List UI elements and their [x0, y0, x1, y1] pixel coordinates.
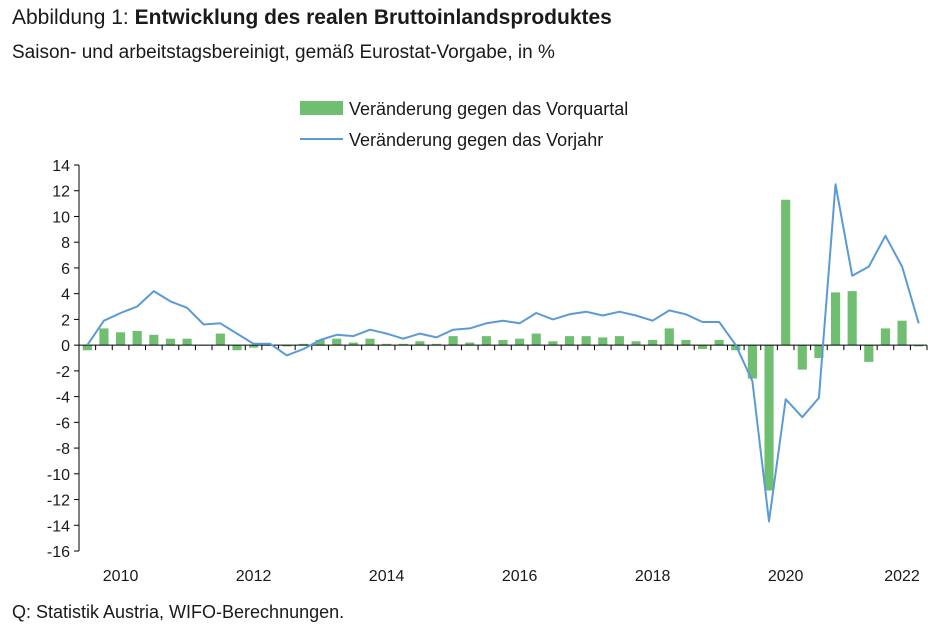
bar-quarterly	[132, 330, 142, 346]
bar-quarterly	[232, 345, 242, 351]
x-axis: 2010 2012 2014 2016 2018 2020 2022	[78, 344, 928, 585]
bar-quarterly	[731, 345, 741, 351]
bar-quarterly	[315, 339, 325, 346]
bar-quarterly	[631, 341, 641, 346]
bar-quarterly	[830, 292, 841, 346]
y-tick-label: -4	[56, 390, 70, 407]
bar-quarterly	[431, 343, 442, 346]
x-tick-label: 2020	[768, 568, 804, 585]
bar-quarterly	[914, 345, 924, 347]
bar-quarterly	[415, 341, 425, 346]
chart-title: Abbildung 1: Entwicklung des realen Brut…	[12, 6, 612, 30]
y-tick-label: -12	[47, 493, 70, 510]
bar-quarterly	[332, 338, 342, 346]
bar-quarterly	[847, 291, 857, 346]
x-tick-label: 2022	[884, 568, 920, 585]
bar-quarterly	[797, 345, 807, 370]
title-main: Entwicklung des realen Bruttoinlandsprod…	[134, 6, 612, 29]
bar-quarterly	[764, 345, 774, 491]
bar-quarterly	[864, 345, 874, 362]
bar-quarterly	[398, 343, 408, 346]
bar-quarterly	[215, 333, 225, 346]
bar-quarterly	[531, 333, 541, 346]
bar-quarterly	[548, 341, 558, 346]
bar-quarterly	[564, 336, 575, 346]
y-tick-label: -10	[47, 467, 70, 484]
bar-quarterly	[165, 338, 176, 346]
bar-quarterly	[747, 345, 757, 379]
bar-quarterly	[115, 332, 126, 346]
y-tick-label: 10	[52, 209, 70, 226]
legend: Veränderung gegen das Vorquartal Verände…	[300, 99, 628, 150]
bar-quarterly	[814, 345, 824, 358]
bar-quarterly	[598, 337, 608, 346]
bar-quarterly	[298, 343, 309, 346]
bar-quarterly	[481, 336, 491, 346]
bar-quarterly	[897, 320, 907, 346]
x-tick-label: 2014	[369, 568, 405, 585]
bar-quarterly	[249, 345, 259, 348]
y-tick-label: -6	[56, 415, 70, 432]
bar-quarterly	[880, 328, 891, 346]
x-tick-label: 2016	[502, 568, 538, 585]
chart-subtitle: Saison- und arbeitstagsbereinigt, gemäß …	[12, 42, 555, 63]
y-tick-label: 0	[61, 338, 70, 355]
y-tick-label: 2	[61, 312, 70, 329]
bar-quarterly	[149, 334, 159, 346]
title-prefix: Abbildung 1:	[12, 6, 135, 29]
line-yearly	[86, 183, 920, 523]
source-note: Q: Statistik Austria, WIFO-Berechnungen.	[12, 602, 345, 622]
y-tick-label: -8	[56, 441, 70, 458]
bar-quarterly	[182, 338, 192, 346]
bar-quarterly	[581, 336, 591, 346]
bar-quarterly	[681, 339, 691, 346]
bar-quarterly	[99, 328, 109, 346]
x-tick-label: 2010	[103, 568, 139, 585]
y-tick-label: -14	[47, 518, 70, 535]
bar-quarterly	[448, 336, 458, 346]
line-series-yearly	[86, 183, 920, 523]
y-axis: -16 -14 -12 -10 -8 -6 -4 -2 0 2 4 6 8 10 12 14	[47, 158, 80, 561]
legend-swatch-quarterly	[300, 101, 343, 115]
bar-quarterly	[781, 199, 791, 346]
y-tick-label: -2	[56, 364, 70, 381]
bar-quarterly	[82, 345, 92, 351]
legend-label-yearly: Veränderung gegen das Vorjahr	[349, 130, 603, 150]
y-tick-label: -16	[47, 544, 70, 561]
bar-quarterly	[648, 339, 658, 346]
bar-quarterly	[697, 345, 708, 349]
bar-quarterly	[515, 338, 525, 346]
bar-quarterly	[348, 342, 358, 346]
bar-quarterly	[498, 339, 508, 346]
bar-quarterly	[382, 343, 392, 346]
bar-quarterly	[365, 338, 375, 346]
y-tick-label: 6	[61, 261, 70, 278]
y-tick-label: 12	[52, 184, 70, 201]
legend-label-quarterly: Veränderung gegen das Vorquartal	[349, 99, 628, 119]
bar-quarterly	[614, 336, 624, 346]
bar-quarterly	[465, 342, 475, 346]
y-tick-label: 4	[61, 287, 70, 304]
bar-quarterly	[282, 345, 292, 347]
bar-series-quarterly	[82, 199, 924, 491]
bar-quarterly	[714, 339, 724, 346]
y-tick-label: 14	[52, 158, 70, 175]
bar-quarterly	[664, 328, 674, 346]
y-tick-label: 8	[61, 235, 70, 252]
x-tick-label: 2018	[635, 568, 671, 585]
x-tick-label: 2012	[236, 568, 272, 585]
